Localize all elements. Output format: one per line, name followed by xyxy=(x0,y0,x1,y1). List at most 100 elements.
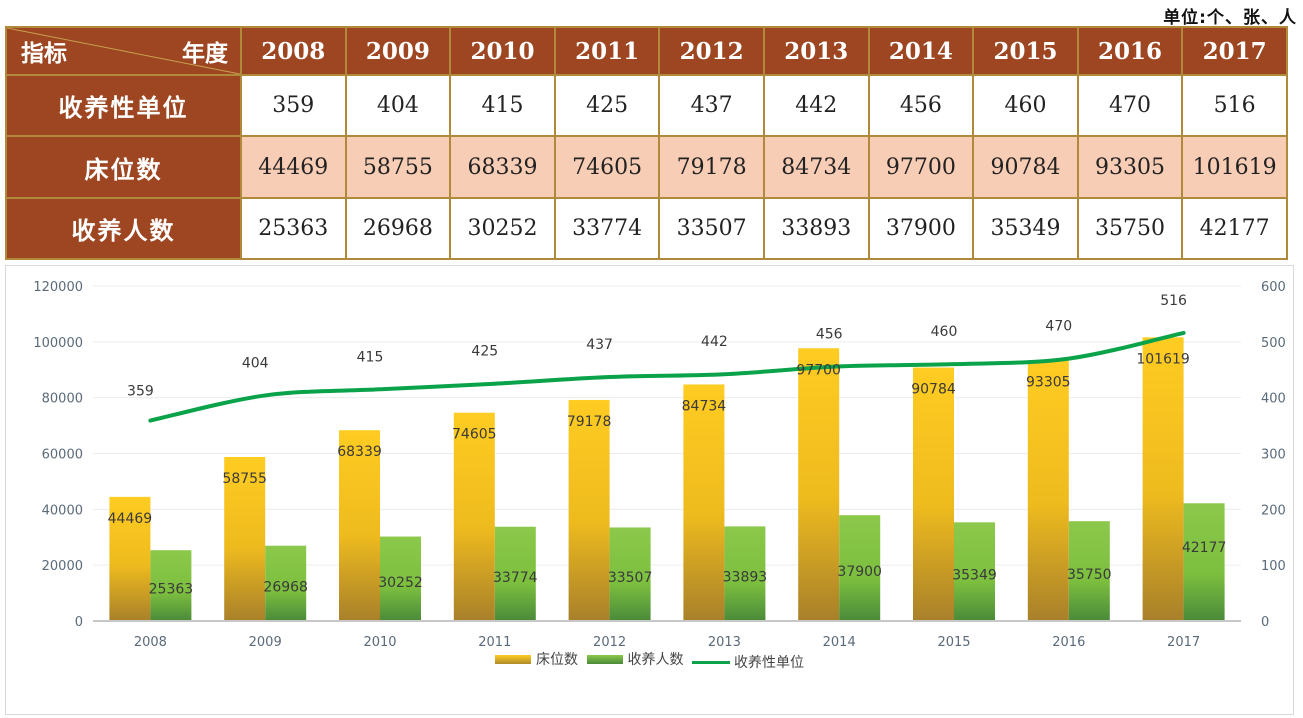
legend-label: 收养人数 xyxy=(627,652,684,668)
data-label-units: 442 xyxy=(701,334,728,350)
data-label-units: 470 xyxy=(1045,319,1072,335)
data-table: 年度 指标 2008 2009 2010 2011 2012 2013 2014… xyxy=(5,25,1288,261)
unit-note: 单位:个、张、人 xyxy=(1163,8,1297,28)
x-axis-tick-label: 2012 xyxy=(593,635,626,646)
x-axis-tick-label: 2013 xyxy=(708,635,741,646)
data-label-units: 425 xyxy=(471,344,498,360)
bar-residents xyxy=(954,522,995,621)
table-cell: 33507 xyxy=(658,196,765,261)
bar-residents xyxy=(150,550,192,621)
right-axis-tick-label: 200 xyxy=(1261,503,1286,518)
diagonal-divider xyxy=(7,28,240,74)
bar-residents xyxy=(609,527,651,621)
table-cell: 460 xyxy=(972,74,1079,138)
data-label-units: 404 xyxy=(242,355,269,371)
table-cell: 437 xyxy=(658,74,765,138)
data-label-residents: 26968 xyxy=(263,579,308,595)
year-header: 2014 xyxy=(867,25,975,77)
table-cell: 90784 xyxy=(972,135,1079,199)
table-row-units: 收养性单位 359 404 415 425 437 442 456 460 47… xyxy=(5,74,1288,138)
x-axis-tick-label: 2015 xyxy=(937,635,970,646)
legend-item-residents: 收养人数 xyxy=(586,649,684,669)
left-axis-tick-label: 40000 xyxy=(42,503,83,518)
table-cell: 84734 xyxy=(762,135,870,199)
table-cell: 74605 xyxy=(553,135,661,199)
row-label: 收养性单位 xyxy=(5,74,242,138)
bar-beds xyxy=(1027,360,1069,621)
row-label: 床位数 xyxy=(5,135,242,199)
right-axis-tick-label: 600 xyxy=(1261,280,1286,295)
data-label-units: 415 xyxy=(357,349,384,365)
combo-chart: 44469 25363 359 58755 26968 404 68339 30252 415 7… xyxy=(5,265,1294,715)
table-cell: 97700 xyxy=(867,135,975,199)
legend-item-beds: 床位数 xyxy=(495,649,578,669)
table-cell: 26968 xyxy=(344,196,452,261)
year-header: 2015 xyxy=(972,25,1079,77)
table-cell: 442 xyxy=(762,74,870,138)
table-cell: 42177 xyxy=(1181,196,1288,261)
right-axis-tick-label: 0 xyxy=(1261,615,1269,630)
table-cell: 30252 xyxy=(449,196,556,261)
data-label-beds: 93305 xyxy=(1026,375,1071,391)
bar-beds xyxy=(683,384,725,621)
left-axis-tick-label: 0 xyxy=(75,615,83,630)
data-label-residents: 33774 xyxy=(493,570,538,586)
table-header-row: 年度 指标 2008 2009 2010 2011 2012 2013 2014… xyxy=(5,25,1288,77)
bar-beds xyxy=(453,412,495,621)
table-cell: 35750 xyxy=(1076,196,1184,261)
corner-indicator-label: 指标 xyxy=(21,40,67,68)
corner-header-cell: 年度 指标 xyxy=(5,25,242,77)
data-label-units: 460 xyxy=(931,324,958,340)
right-axis-tick-label: 400 xyxy=(1261,392,1286,407)
data-label-residents: 33507 xyxy=(608,570,653,586)
data-label-beds: 74605 xyxy=(452,427,497,443)
legend-swatch-units xyxy=(691,660,730,664)
year-header: 2008 xyxy=(240,25,347,77)
data-label-beds: 101619 xyxy=(1136,351,1189,367)
x-axis-tick-label: 2017 xyxy=(1167,635,1200,646)
x-axis-tick-label: 2014 xyxy=(823,635,856,646)
bar-residents xyxy=(724,526,766,621)
data-label-residents: 35349 xyxy=(952,568,997,584)
year-header: 2016 xyxy=(1076,25,1184,77)
data-label-residents: 37900 xyxy=(837,564,882,580)
year-header: 2017 xyxy=(1181,25,1288,77)
bar-residents xyxy=(265,545,307,621)
table-cell: 33774 xyxy=(553,196,661,261)
data-label-units: 516 xyxy=(1160,293,1187,309)
table-cell: 79178 xyxy=(658,135,765,199)
bar-beds xyxy=(109,496,151,621)
bar-residents xyxy=(1183,503,1225,621)
x-axis-tick-label: 2010 xyxy=(363,635,396,646)
data-label-residents: 35750 xyxy=(1067,567,1112,583)
bar-beds xyxy=(1142,337,1184,621)
data-label-units: 437 xyxy=(586,337,613,353)
bar-residents xyxy=(494,526,536,621)
year-header: 2012 xyxy=(658,25,765,77)
year-header: 2011 xyxy=(553,25,661,77)
table-cell: 44469 xyxy=(240,135,347,199)
left-axis-tick-label: 60000 xyxy=(42,448,83,463)
year-header: 2013 xyxy=(762,25,870,77)
table-row-beds: 床位数 44469 58755 68339 74605 79178 84734 … xyxy=(5,135,1288,199)
data-label-beds: 97700 xyxy=(796,362,841,378)
table-row-residents: 收养人数 25363 26968 30252 33774 33507 33893… xyxy=(5,196,1288,261)
table-cell: 33893 xyxy=(762,196,870,261)
bar-residents xyxy=(1068,521,1110,621)
x-axis-tick-label: 2011 xyxy=(478,635,511,646)
bar-beds xyxy=(339,430,380,621)
bar-beds xyxy=(798,348,840,621)
year-header: 2010 xyxy=(449,25,556,77)
left-axis-tick-label: 80000 xyxy=(42,392,83,407)
bar-beds xyxy=(568,399,610,621)
year-header: 2009 xyxy=(344,25,452,77)
data-label-beds: 44469 xyxy=(108,511,153,527)
chart-plot: 44469 25363 359 58755 26968 404 68339 30252 415 7… xyxy=(33,280,1286,650)
x-axis-tick-label: 2008 xyxy=(134,635,167,646)
legend-label: 床位数 xyxy=(536,652,579,668)
bar-beds xyxy=(913,367,954,621)
table-cell: 37900 xyxy=(867,196,975,261)
data-label-residents: 33893 xyxy=(723,570,768,586)
table-cell: 58755 xyxy=(344,135,452,199)
bar-beds xyxy=(224,456,266,621)
